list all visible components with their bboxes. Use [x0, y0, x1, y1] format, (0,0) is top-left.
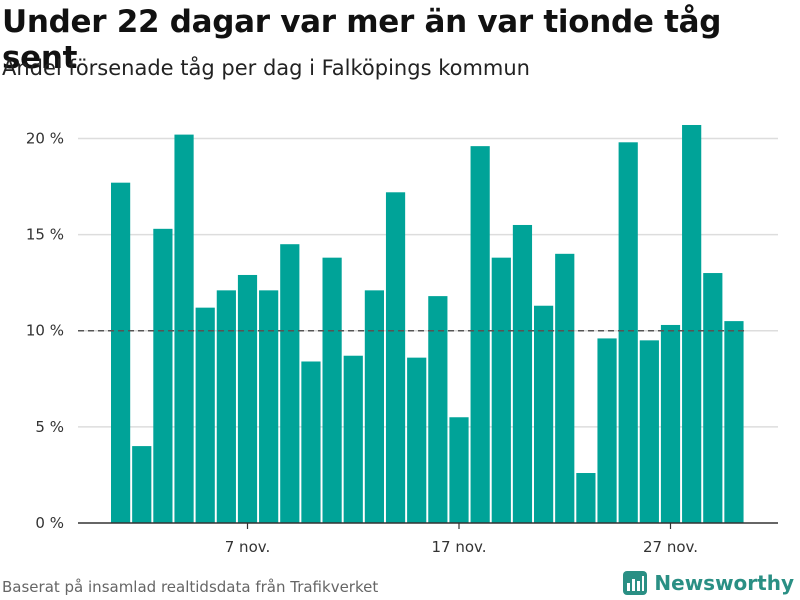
bar: [237, 274, 258, 523]
chart-title: Under 22 dagar var mer än var tionde tåg…: [2, 4, 722, 76]
y-tick-label: 0 %: [35, 514, 64, 532]
bar: [491, 257, 511, 523]
bar: [364, 290, 384, 523]
bar: [470, 146, 490, 524]
bars: [111, 124, 744, 524]
y-tick-label: 5 %: [35, 418, 64, 436]
bar: [407, 357, 427, 523]
bar: [618, 142, 638, 524]
bar: [449, 417, 469, 523]
bar: [153, 228, 173, 523]
x-axis-tick-labels: 7 nov. 17 nov. 27 nov.: [225, 523, 698, 556]
x-tick-label: 17 nov.: [431, 538, 486, 556]
bar: [534, 305, 554, 523]
bar: [132, 446, 152, 523]
bar: [660, 324, 681, 523]
bar: [597, 338, 617, 523]
brand-logo: Newsworthy: [622, 570, 794, 596]
bar: [301, 361, 321, 523]
bar: [703, 273, 723, 523]
bar: [195, 307, 215, 523]
bar: [555, 253, 575, 523]
bar: [682, 124, 702, 523]
brand-name: Newsworthy: [654, 571, 794, 595]
bar: [724, 321, 744, 523]
x-tick-label: 27 nov.: [643, 538, 698, 556]
bar: [259, 290, 279, 523]
bar: [174, 134, 194, 524]
bar: [428, 296, 448, 523]
y-tick-label: 10 %: [26, 322, 64, 340]
bar: [322, 257, 342, 523]
y-tick-label: 20 %: [26, 129, 64, 147]
bar: [639, 340, 659, 523]
x-tick-label: 7 nov.: [225, 538, 270, 556]
bar: [512, 224, 533, 523]
source-note: Baserat på insamlad realtidsdata från Tr…: [2, 578, 379, 596]
bar: [576, 473, 596, 523]
chart-subtitle: Andel försenade tåg per dag i Falköpings…: [2, 56, 530, 80]
y-axis-tick-labels: 0 % 5 % 10 % 15 % 20 %: [26, 129, 64, 532]
bar: [343, 355, 363, 523]
bar: [385, 192, 406, 524]
bar: [216, 290, 236, 523]
newsworthy-logo-icon: [623, 571, 648, 595]
y-tick-label: 15 %: [26, 226, 64, 244]
bar: [280, 244, 300, 524]
bar: [111, 182, 131, 523]
